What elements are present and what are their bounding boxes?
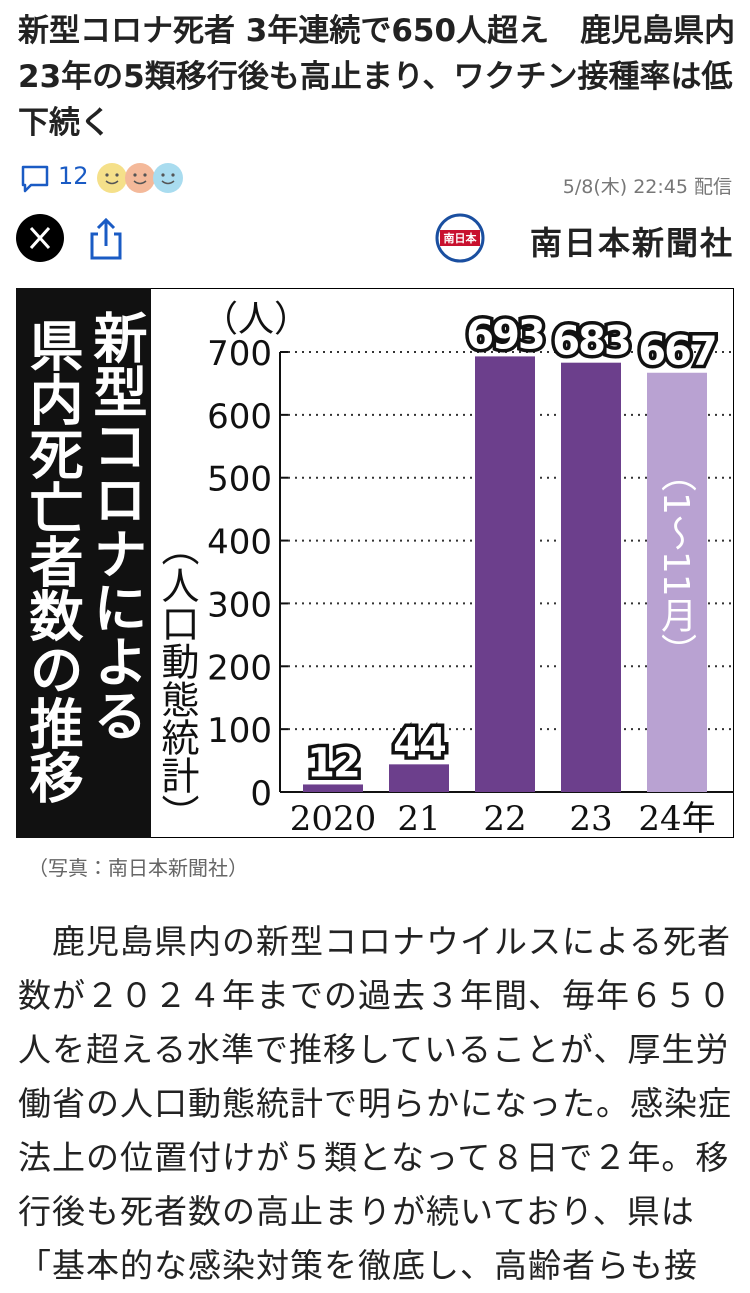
chart: 0 100 200 300 400 500 600 700 2020 12 21 44 22 693 23 6… [16,288,734,838]
bar [647,372,707,792]
x-tick-label: 24年 [638,799,715,838]
article-body: 鹿児島県内の新型コロナウイルスによる死者数が２０２４年までの過去３年間、毎年６５… [18,922,732,1285]
source-logo: 南日本 [435,213,485,263]
bar-annotation: （1〜11月） [655,456,696,669]
meta-row: 12 5/8(木) 22:45 配信 [18,160,732,200]
y-tick-label: 400 [207,523,272,563]
logo-text: 南日本 [444,231,478,245]
bar [389,764,449,792]
bar [303,784,363,792]
x-tick-label: 23 [569,799,612,838]
y-tick-label: 600 [207,397,272,437]
x-tick-label: 22 [483,799,526,838]
comment-icon[interactable] [20,164,50,194]
data-label: 683 [552,319,630,365]
y-tick-label: 0 [250,774,272,814]
comment-count[interactable]: 12 [58,162,89,190]
data-label: 667 [638,329,716,375]
y-unit: （人） [202,299,311,340]
x-tick-label: 2020 [290,799,377,838]
source-name: 南日本新聞社 [529,224,734,262]
article-title: 新型コロナ死者 3年連続で650人超え 鹿児島県内 23年の5類移行後も高止まり… [18,13,750,141]
y-tick-label: 300 [207,585,272,625]
y-tick-label: 500 [207,460,272,500]
bar [475,356,535,792]
data-label: 44 [393,720,445,766]
image-caption: （写真：南日本新聞社） [28,856,248,880]
chart-image: 0 100 200 300 400 500 600 700 2020 12 21 44 22 693 23 6… [16,288,734,838]
chart-subtitle: （人口動態統計） [155,528,199,832]
page: 新型コロナ死者 3年連続で650人超え 鹿児島県内 23年の5類移行後も高止まり… [16,13,750,1285]
bar [561,362,621,792]
x-tick-label: 21 [397,799,440,838]
x-share-button[interactable] [16,214,64,262]
tool-row: 南日本 南日本新聞社 [16,212,734,264]
chart-title-line: 県内死亡者数の推移 [20,318,83,804]
y-tick-label: 100 [207,711,272,751]
publish-date: 5/8(木) 22:45 配信 [562,176,732,198]
data-label: 693 [466,312,544,358]
data-label: 12 [307,740,359,786]
chart-title-line: 新型コロナによる [84,310,147,742]
share-button[interactable] [86,214,126,262]
reaction-icons[interactable] [96,160,186,196]
y-tick-label: 700 [207,334,272,374]
y-tick-label: 200 [207,648,272,688]
